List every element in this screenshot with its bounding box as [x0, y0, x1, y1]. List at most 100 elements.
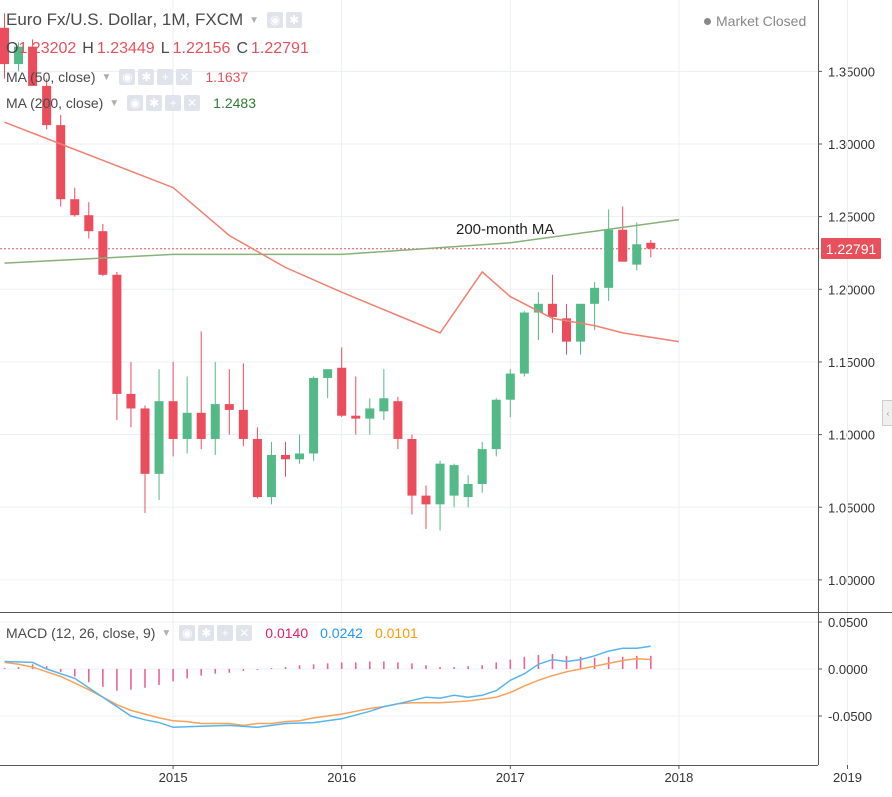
plus-icon[interactable]: +	[157, 69, 174, 85]
candle-up[interactable]	[477, 449, 487, 485]
candle-up[interactable]	[379, 398, 389, 412]
ma50-legend[interactable]: MA (50, close) ▼ ◉ ✱ + ✕ 1.1637	[6, 69, 248, 85]
candle-up[interactable]	[266, 454, 276, 498]
x-tick-label: 2019	[833, 770, 862, 785]
plus-icon[interactable]: +	[217, 625, 234, 641]
candle-down[interactable]	[196, 412, 206, 439]
candle-up[interactable]	[309, 377, 319, 454]
candle-down[interactable]	[42, 85, 52, 126]
candle-down[interactable]	[281, 454, 290, 460]
gear-icon[interactable]: ✱	[138, 69, 155, 85]
close-icon[interactable]: ✕	[184, 95, 201, 111]
candle-down[interactable]	[618, 229, 628, 262]
macd-hist-value: 0.0140	[265, 625, 309, 641]
plus-icon[interactable]: +	[165, 95, 182, 111]
high-label: H	[82, 40, 94, 57]
y-tick-label: 1.00000	[828, 573, 875, 588]
candle-up[interactable]	[604, 229, 614, 288]
macd-label[interactable]: MACD (12, 26, close, 9)	[6, 625, 156, 641]
macd-signal-value: 0.0101	[374, 625, 418, 641]
gear-icon[interactable]: ✱	[146, 95, 163, 111]
candle-up[interactable]	[590, 287, 600, 304]
y-tick-label: 1.20000	[828, 282, 875, 297]
candle-down[interactable]	[238, 409, 248, 439]
eye-icon[interactable]: ◉	[119, 69, 136, 85]
ma200-value: 1.2483	[213, 95, 256, 111]
ma200-line	[4, 218, 680, 264]
candle-up[interactable]	[463, 484, 473, 498]
chevron-down-icon[interactable]: ▼	[101, 71, 112, 83]
close-icon[interactable]: ✕	[176, 69, 193, 85]
ma50-label[interactable]: MA (50, close)	[6, 69, 96, 85]
close-label: C	[236, 40, 249, 57]
open-label: O	[6, 40, 19, 57]
y-tick-label: 1.25000	[828, 210, 875, 225]
candle-up[interactable]	[505, 373, 515, 400]
interval-label[interactable]: 1M	[161, 10, 186, 29]
macd-legend[interactable]: MACD (12, 26, close, 9) ▼ ◉ ✱ + ✕ 0.0140…	[6, 625, 418, 641]
ma50-value: 1.1637	[205, 69, 249, 85]
close-icon[interactable]: ✕	[236, 625, 253, 641]
candle-down[interactable]	[56, 125, 66, 200]
ma50-line	[4, 121, 680, 343]
close-value: 1.22791	[251, 40, 309, 57]
candle-down[interactable]	[0, 27, 9, 65]
chevron-down-icon[interactable]: ▼	[249, 14, 260, 26]
candle-down[interactable]	[112, 274, 122, 394]
ma200-label[interactable]: MA (200, close)	[6, 95, 104, 111]
y-tick-label: 1.15000	[828, 355, 875, 370]
candle-down[interactable]	[562, 318, 571, 342]
candle-up[interactable]	[182, 412, 192, 439]
candle-down[interactable]	[393, 401, 403, 439]
macd-y-tick-label: -0.0500	[828, 709, 872, 724]
candle-down[interactable]	[421, 495, 431, 505]
candle-up[interactable]	[323, 369, 333, 378]
candle-up[interactable]	[210, 404, 220, 439]
candle-up[interactable]	[449, 465, 459, 496]
candle-up[interactable]	[154, 401, 164, 474]
chevron-down-icon[interactable]: ▼	[109, 97, 120, 109]
candle-down[interactable]	[337, 367, 347, 416]
candle-up[interactable]	[519, 312, 529, 374]
low-label: L	[160, 40, 170, 57]
candle-down[interactable]	[28, 46, 38, 86]
candle-down[interactable]	[252, 438, 262, 498]
candle-up[interactable]	[14, 46, 24, 65]
candle-down[interactable]	[351, 415, 361, 419]
ma200-legend[interactable]: MA (200, close) ▼ ◉ ✱ + ✕ 1.2483	[6, 95, 256, 111]
x-tick-label: 2015	[159, 770, 188, 785]
candle-down[interactable]	[547, 303, 557, 317]
eye-icon[interactable]: ◉	[127, 95, 144, 111]
symbol-name: Euro Fx/U.S. Dollar	[6, 10, 153, 29]
candle-up[interactable]	[491, 399, 501, 450]
candle-down[interactable]	[98, 231, 108, 275]
gear-icon[interactable]: ✱	[198, 625, 215, 641]
candle-up[interactable]	[632, 244, 642, 265]
candle-down[interactable]	[140, 408, 150, 474]
ohlc-row: O 1.23202 H 1.23449 L 1.22156 C 1.22791	[6, 40, 309, 58]
candle-down[interactable]	[168, 401, 178, 439]
chevron-down-icon[interactable]: ▼	[161, 627, 172, 639]
macd-line-value: 0.0242	[320, 625, 363, 641]
candle-up[interactable]	[295, 453, 305, 460]
low-value: 1.22156	[172, 40, 231, 57]
gear-icon[interactable]: ✱	[286, 12, 303, 28]
candle-down[interactable]	[84, 215, 94, 232]
candle-down[interactable]	[126, 393, 136, 409]
high-value: 1.23449	[96, 40, 155, 57]
candle-down[interactable]	[70, 199, 80, 216]
candle-up[interactable]	[365, 408, 375, 419]
candle-down[interactable]	[224, 404, 234, 410]
candle-up[interactable]	[435, 463, 445, 505]
chart-title-row: Euro Fx/U.S. Dollar, 1M, FXCM ▼ ◉ ✱	[6, 10, 305, 30]
eye-icon[interactable]: ◉	[267, 12, 284, 28]
open-value: 1.23202	[18, 40, 77, 57]
candle-down[interactable]	[407, 438, 417, 496]
macd-signal-line	[4, 657, 651, 727]
candle-up[interactable]	[533, 303, 543, 313]
candle-down[interactable]	[646, 242, 656, 249]
eye-icon[interactable]: ◉	[179, 625, 196, 641]
y-tick-label: 1.35000	[828, 64, 875, 79]
